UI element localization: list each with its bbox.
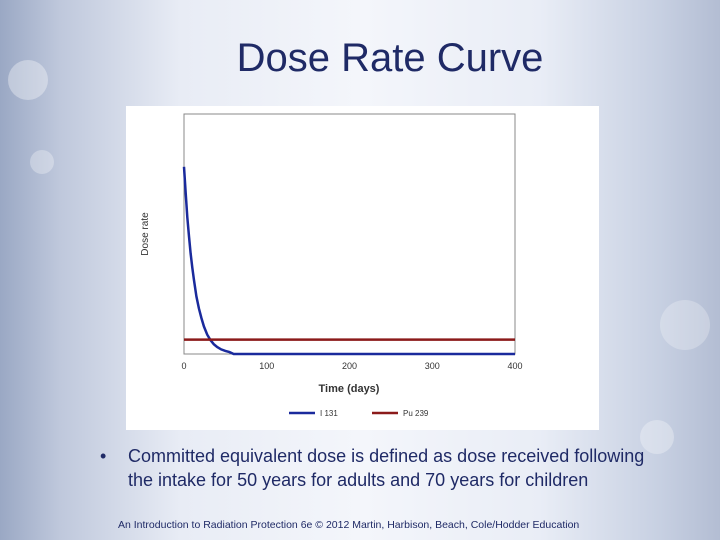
plot-area <box>183 113 516 355</box>
background-bokeh <box>30 150 54 174</box>
x-axis-label: Time (days) <box>319 383 380 395</box>
y-axis-label: Dose rate <box>140 212 151 256</box>
chart-panel: 0 100 200 300 400 Time (days) Dose rate I 13… <box>126 106 599 430</box>
background-bokeh <box>8 60 48 100</box>
series-line-i-131 <box>182 166 515 356</box>
x-tick-label: 200 <box>342 361 357 371</box>
background-bokeh <box>660 300 710 350</box>
background-bokeh <box>640 420 674 454</box>
slide-title: Dose Rate Curve <box>236 36 544 80</box>
bullet-point: • Committed equivalent dose is defined as… <box>100 444 648 492</box>
dose-rate-chart: 0 100 200 300 400 Time (days) Dose rate I 13… <box>140 113 523 418</box>
footer-citation: An Introduction to Radiation Protection … <box>118 519 580 531</box>
x-tick-label: 400 <box>507 361 522 371</box>
x-tick-label: 0 <box>181 361 186 371</box>
legend-label: I 131 <box>320 409 338 418</box>
x-tick-label: 300 <box>425 361 440 371</box>
bullet-text: Committed equivalent dose is defined as … <box>128 446 645 490</box>
bullet-dot: • <box>100 446 107 466</box>
legend-label: Pu 239 <box>403 409 429 418</box>
x-tick-label: 100 <box>259 361 274 371</box>
